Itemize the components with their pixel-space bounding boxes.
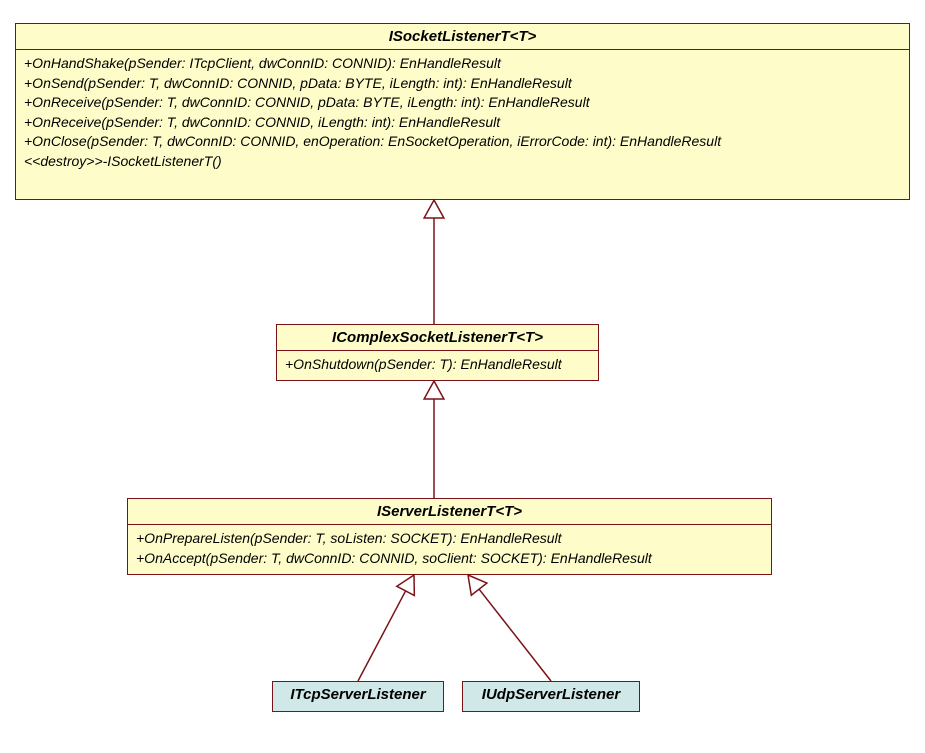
method: +OnReceive(pSender: T, dwConnID: CONNID,… [24, 93, 901, 113]
method: +OnHandShake(pSender: ITcpClient, dwConn… [24, 54, 901, 74]
class-title: IServerListenerT<T> [128, 499, 771, 525]
method: +OnReceive(pSender: T, dwConnID: CONNID,… [24, 113, 901, 133]
class-body: +OnHandShake(pSender: ITcpClient, dwConn… [16, 50, 909, 176]
method: +OnPrepareListen(pSender: T, soListen: S… [136, 529, 763, 549]
class-body: +OnPrepareListen(pSender: T, soListen: S… [128, 525, 771, 572]
method: +OnAccept(pSender: T, dwConnID: CONNID, … [136, 549, 763, 569]
class-tcp-server-listener: ITcpServerListener [272, 681, 444, 712]
method: +OnShutdown(pSender: T): EnHandleResult [285, 355, 590, 375]
class-title: IComplexSocketListenerT<T> [277, 325, 598, 351]
method: +OnClose(pSender: T, dwConnID: CONNID, e… [24, 132, 901, 152]
method: <<destroy>>-ISocketListenerT() [24, 152, 901, 172]
class-title: ITcpServerListener [273, 682, 443, 707]
class-server-listener: IServerListenerT<T> +OnPrepareListen(pSe… [127, 498, 772, 575]
class-title: ISocketListenerT<T> [16, 24, 909, 50]
class-title: IUdpServerListener [463, 682, 639, 707]
class-complex-socket-listener: IComplexSocketListenerT<T> +OnShutdown(p… [276, 324, 599, 381]
class-udp-server-listener: IUdpServerListener [462, 681, 640, 712]
class-body: +OnShutdown(pSender: T): EnHandleResult [277, 351, 598, 379]
method: +OnSend(pSender: T, dwConnID: CONNID, pD… [24, 74, 901, 94]
class-socket-listener: ISocketListenerT<T> +OnHandShake(pSender… [15, 23, 910, 200]
